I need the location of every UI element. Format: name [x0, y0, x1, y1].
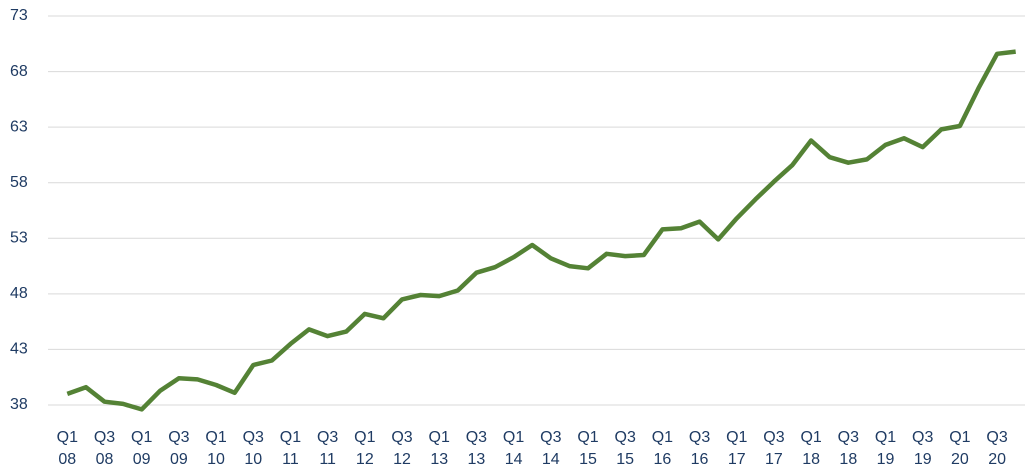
- x-tick-label: Q1 08: [56, 429, 78, 468]
- x-tick-label: Q3 11: [316, 429, 339, 468]
- x-tick-label: Q1 11: [279, 429, 302, 468]
- y-tick-label: 48: [10, 285, 28, 302]
- x-tick-label: Q3 09: [168, 429, 190, 468]
- x-tick-label: Q3 16: [688, 429, 711, 468]
- x-tick-label: Q1 13: [428, 429, 450, 468]
- y-tick-label: 38: [10, 396, 28, 413]
- y-tick-label: 53: [10, 230, 28, 247]
- x-tick-label: Q1 10: [205, 429, 227, 468]
- x-tick-label: Q3 12: [391, 429, 413, 468]
- line-series: [66, 49, 1016, 412]
- x-tick-label: Q1 15: [577, 429, 599, 468]
- x-tick-label: Q1 12: [354, 429, 376, 468]
- y-tick-label: 58: [10, 174, 28, 191]
- x-tick-label: Q3 13: [465, 429, 488, 468]
- x-tick-label: Q1 16: [651, 429, 674, 468]
- y-tick-label: 73: [10, 7, 28, 24]
- x-tick-label: Q1 14: [502, 429, 525, 468]
- x-tick-label: Q1 19: [874, 429, 897, 468]
- x-tick-label: Q3 18: [837, 429, 859, 468]
- x-tick-label: Q3 20: [986, 429, 1008, 468]
- x-tick-label: Q1 09: [131, 429, 153, 468]
- x-tick-label: Q3 15: [614, 429, 636, 468]
- x-tick-label: Q3 10: [242, 429, 264, 468]
- x-tick-label: Q1 17: [726, 429, 748, 468]
- x-tick-label: Q3 08: [93, 429, 116, 468]
- y-tick-label: 68: [10, 63, 28, 80]
- y-tick-label: 43: [10, 341, 28, 358]
- x-tick-label: Q3 14: [540, 429, 562, 468]
- y-tick-label: 63: [10, 118, 28, 135]
- x-tick-label: Q1 20: [949, 429, 971, 468]
- x-tick-label: Q3 19: [912, 429, 934, 468]
- x-tick-label: Q1 18: [800, 429, 822, 468]
- x-tick-label: Q3 17: [763, 429, 785, 468]
